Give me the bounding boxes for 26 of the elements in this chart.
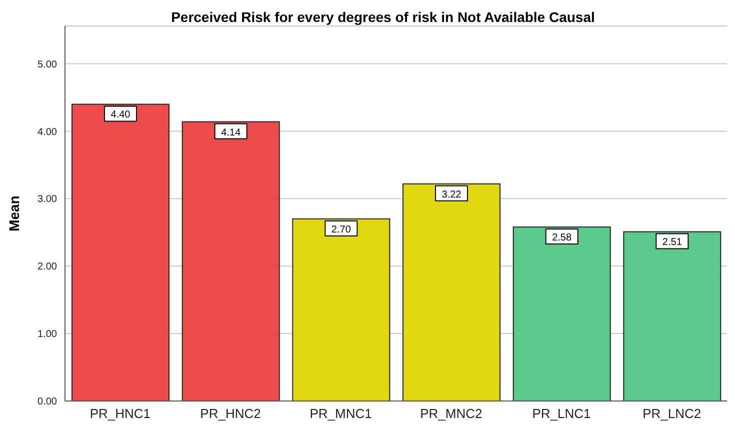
y-tick-label: 3.00: [38, 194, 58, 206]
x-tick-label: PR_LNC1: [532, 406, 591, 422]
data-label: 2.51: [662, 237, 682, 248]
bar: [292, 218, 390, 401]
x-tick-label: PR_HNC1: [90, 406, 151, 422]
y-tick-label: 1.00: [38, 329, 58, 340]
data-label: 4.14: [221, 127, 241, 138]
data-label: 4.40: [110, 110, 131, 121]
x-tick-label: PR_MNC1: [310, 406, 372, 422]
bar: [512, 226, 611, 401]
x-tick-label: PR_LNC2: [642, 406, 702, 422]
y-tick-label: 0.00: [38, 396, 58, 408]
bar: [182, 121, 280, 401]
y-tick-label: 5.00: [38, 59, 58, 70]
bar: [72, 104, 170, 401]
y-axis-title: Mean: [6, 196, 22, 232]
bar: [402, 183, 500, 401]
data-label: 3.22: [442, 189, 462, 200]
x-tick-label: PR_MNC2: [420, 406, 482, 422]
chart-title: Perceived Risk for every degrees of risk in Not Available Causal: [171, 9, 595, 25]
data-label: 2.70: [331, 224, 352, 236]
x-tick-label: PR_HNC2: [200, 406, 261, 422]
bar: [623, 231, 722, 401]
y-tick-label: 4.00: [38, 126, 58, 138]
y-tick-label: 2.00: [38, 262, 58, 273]
data-label: 2.58: [552, 232, 572, 244]
